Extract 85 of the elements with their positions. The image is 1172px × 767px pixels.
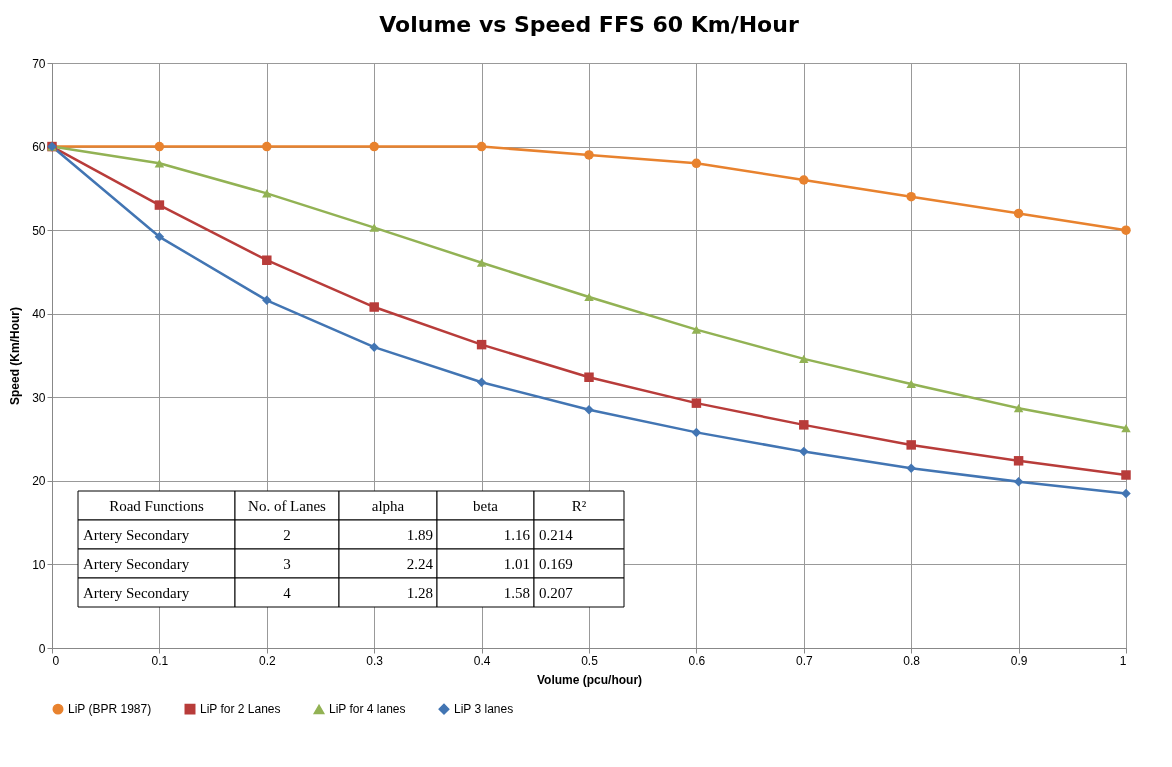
annotation: 3: [283, 555, 291, 572]
x-tick-label: 0.4: [473, 653, 491, 668]
x-tick-label: 0.8: [903, 653, 921, 668]
annotation: 0.169: [539, 555, 573, 572]
annotation: 4: [283, 584, 292, 601]
y-tick-label: 20: [32, 474, 46, 489]
annotation: 1.58: [503, 584, 530, 601]
point: [1121, 470, 1131, 480]
point: [262, 141, 272, 152]
annotation: 1.16: [503, 526, 531, 543]
chart-title: Volume vs Speed FFS 60 Km/Hour: [379, 12, 799, 37]
annotation: 0.207: [539, 584, 574, 601]
point: [691, 398, 702, 408]
x-tick-label: 0.9: [1010, 653, 1028, 668]
point: [154, 200, 165, 210]
annotation: No. of Lanes: [248, 497, 327, 514]
point: [906, 379, 916, 389]
point: [1121, 488, 1131, 499]
point: [799, 175, 809, 185]
point: [906, 440, 916, 450]
point: [584, 150, 594, 160]
x-tick-label: 0.7: [795, 653, 813, 668]
point: [1013, 476, 1024, 487]
point: [154, 159, 165, 168]
x-tick-label: 0.5: [581, 653, 599, 668]
point: [1013, 456, 1024, 466]
x-tick-label: 0.6: [688, 653, 706, 668]
y-tick-label: 60: [32, 140, 46, 155]
y-tick-label: 0: [38, 641, 46, 656]
point: [262, 189, 272, 198]
x-axis-title: Volume (pcu/hour): [536, 672, 643, 687]
point: [369, 342, 379, 352]
annotation: 2: [283, 526, 291, 543]
point: [1013, 404, 1024, 413]
point: [799, 354, 809, 363]
legend-label: LiP for 2 Lanes: [200, 702, 281, 717]
y-tick-label: 30: [32, 390, 46, 405]
point: [154, 141, 165, 152]
annotation: 1.89: [406, 526, 433, 543]
point: [584, 372, 594, 382]
y-tick-label: 10: [32, 557, 46, 572]
point: [476, 258, 487, 267]
point: [691, 158, 702, 169]
annotation: Artery Secondary: [83, 584, 190, 601]
x-tick-label: 0: [52, 653, 60, 668]
point: [369, 141, 379, 152]
y-tick-label: 40: [32, 307, 46, 322]
annotation: 1.01: [503, 555, 530, 572]
point: [476, 141, 487, 152]
point: [369, 223, 379, 232]
annotation: alpha: [371, 497, 405, 514]
point: [262, 255, 272, 265]
legend-label: LiP (BPR 1987): [68, 702, 152, 717]
point: [154, 232, 165, 242]
legend-label: LiP 3 lanes: [454, 702, 514, 717]
y-tick-label: 50: [32, 223, 46, 238]
point: [262, 295, 272, 306]
x-tick-label: 0.1: [151, 653, 169, 668]
annotation: Artery Secondary: [83, 526, 190, 543]
x-tick-label: 1: [1119, 653, 1127, 668]
x-tick-label: 0.2: [258, 653, 276, 668]
point: [906, 191, 916, 202]
annotation: R²: [571, 497, 587, 514]
point: [691, 325, 702, 334]
point: [584, 292, 594, 302]
point: [476, 339, 487, 350]
point: [476, 377, 487, 387]
point: [1121, 424, 1131, 433]
y-axis-title: Speed (Km/Hour): [8, 306, 23, 406]
point: [1121, 225, 1131, 235]
point: [369, 302, 379, 312]
annotation: Road Functions: [109, 497, 204, 514]
annotation: 1.28: [406, 584, 433, 601]
point: [691, 427, 702, 438]
annotation: Artery Secondary: [83, 555, 190, 572]
x-tick-label: 0.3: [366, 653, 384, 668]
y-tick-label: 70: [32, 56, 46, 71]
legend-label: LiP for 4 lanes: [329, 702, 406, 717]
point: [1013, 208, 1024, 219]
annotation: beta: [473, 497, 499, 514]
annotation: 2.24: [406, 555, 434, 572]
point: [799, 420, 809, 430]
point: [799, 446, 809, 457]
annotation: 0.214: [539, 526, 574, 543]
point: [906, 463, 916, 474]
